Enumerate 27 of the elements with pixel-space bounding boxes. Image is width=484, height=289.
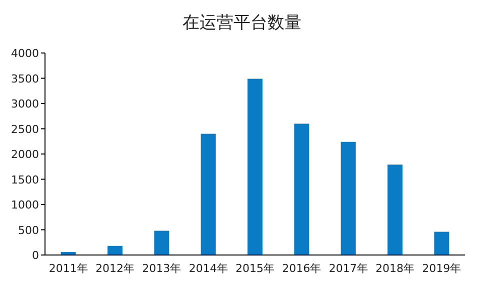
y-tick-label: 3500 <box>11 72 39 86</box>
bar <box>154 230 170 255</box>
bar <box>434 232 450 255</box>
x-tick-label: 2012年 <box>96 262 134 275</box>
chart-title: 在运营平台数量 <box>182 13 302 33</box>
x-tick-label: 2019年 <box>422 262 462 275</box>
y-tick-label: 500 <box>18 224 39 237</box>
y-tick-label: 1000 <box>11 198 39 212</box>
bar <box>200 134 216 255</box>
bar <box>388 164 402 255</box>
y-tick-label: 2000 <box>11 148 39 161</box>
bar <box>340 142 356 255</box>
x-tick-label: 2016年 <box>282 262 322 275</box>
y-tick-label: 1500 <box>11 173 39 186</box>
bar <box>248 78 262 255</box>
x-tick-label: 2013年 <box>142 262 182 275</box>
x-tick-label: 2015年 <box>236 262 274 275</box>
bar <box>294 124 310 255</box>
y-tick-label: 2500 <box>11 122 39 136</box>
y-tick-label: 0 <box>32 249 39 262</box>
x-tick-label: 2018年 <box>376 262 414 275</box>
bar <box>108 246 122 255</box>
y-tick-label: 4000 <box>11 47 39 60</box>
x-tick-label: 2017年 <box>328 262 368 275</box>
y-tick-label: 3000 <box>11 98 39 110</box>
x-tick-label: 2011年 <box>48 262 88 275</box>
x-tick-label: 2014年 <box>188 262 228 275</box>
